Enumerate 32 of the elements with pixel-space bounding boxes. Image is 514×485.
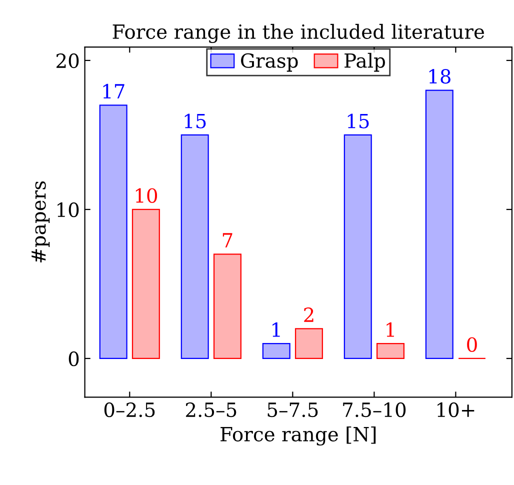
data-label: 7 xyxy=(222,233,232,248)
data-label: 18 xyxy=(429,69,450,84)
data-label: 1 xyxy=(272,322,280,337)
x-tick-label: 10+ xyxy=(438,402,474,418)
legend-label: Palp xyxy=(344,52,385,72)
bar xyxy=(99,104,128,360)
data-label: 0 xyxy=(467,337,477,352)
bar xyxy=(132,208,160,360)
data-label: 2 xyxy=(304,307,314,322)
bar xyxy=(262,343,290,360)
bar xyxy=(425,90,454,360)
chart-title: Force range in the included literature xyxy=(112,24,484,44)
data-label: 10 xyxy=(136,188,158,203)
bar xyxy=(294,328,323,360)
data-label: 1 xyxy=(386,322,394,337)
x-axis-title: Force range [N] xyxy=(220,426,376,446)
y-tick-label: 0 xyxy=(68,351,79,366)
y-tick-label: 10 xyxy=(58,202,79,218)
bar xyxy=(344,134,372,360)
x-tick-label: 0–2.5 xyxy=(104,402,155,418)
data-label: 15 xyxy=(184,114,206,128)
data-label: 17 xyxy=(103,84,124,98)
x-tick-label: 5–7.5 xyxy=(268,402,318,418)
y-tick-label: 20 xyxy=(56,53,79,68)
bar xyxy=(213,254,242,360)
x-tick-label: 2.5–5 xyxy=(186,402,236,418)
data-label: 15 xyxy=(348,114,369,128)
y-axis-title: #papers xyxy=(32,181,50,262)
legend-label: Grasp xyxy=(241,53,298,72)
bar xyxy=(376,343,404,360)
x-tick-label: 7.5–10 xyxy=(343,402,406,418)
bar xyxy=(180,134,209,360)
